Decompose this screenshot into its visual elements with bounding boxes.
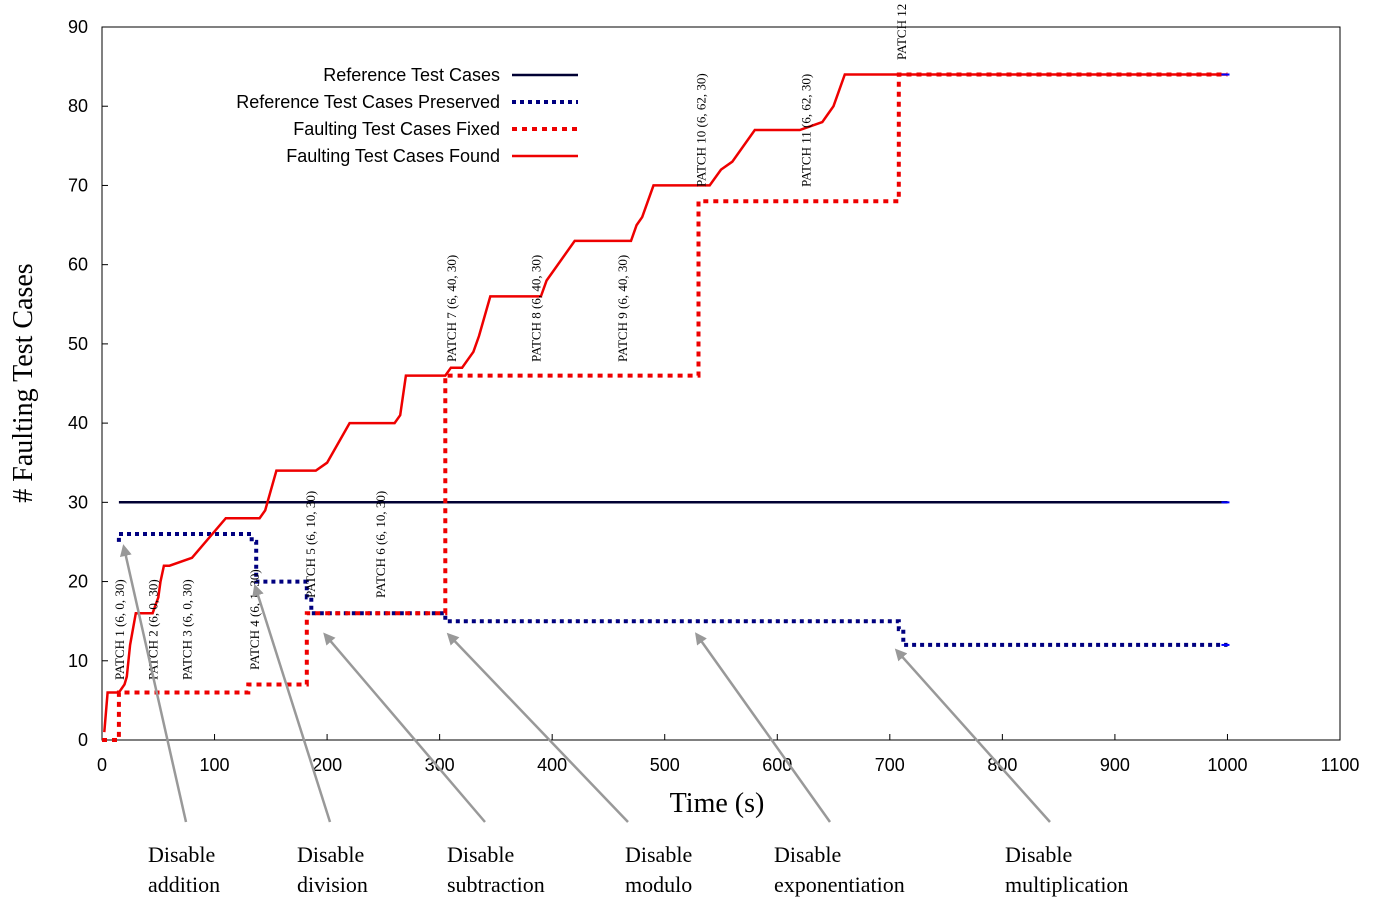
patch-label: PATCH 9 (6, 40, 30) <box>615 255 630 362</box>
y-tick-label: 20 <box>68 572 88 592</box>
annotation-arrow <box>323 632 486 823</box>
y-axis-title: # Faulting Test Cases <box>8 263 39 502</box>
legend-label: Reference Test Cases Preserved <box>236 92 500 112</box>
patch-label: PATCH 8 (6, 40, 30) <box>528 255 543 362</box>
annotation-label-line1: Disable <box>774 842 841 867</box>
annotation-arrow <box>695 632 832 823</box>
y-tick-label: 50 <box>68 334 88 354</box>
legend: Reference Test Cases Reference Test Cases… <box>236 65 578 166</box>
annotation-arrow <box>252 583 332 823</box>
x-tick-label: 600 <box>762 755 792 775</box>
annotation-arrow <box>894 648 1051 823</box>
y-tick-label: 80 <box>68 96 88 116</box>
patch-label: PATCH 3 (6, 0, 30) <box>179 579 194 680</box>
legend-label: Faulting Test Cases Found <box>286 146 500 166</box>
annotation-label-line2: modulo <box>625 872 692 897</box>
patch-labels: PATCH 1 (6, 0, 30) PATCH 2 (6, 0, 30) PATC… <box>112 0 909 680</box>
annotation-label-line2: multiplication <box>1005 872 1128 897</box>
y-tick-label: 10 <box>68 651 88 671</box>
annotation-label-line1: Disable <box>1005 842 1072 867</box>
annotation-label-line2: subtraction <box>447 872 545 897</box>
patch-label: PATCH 10 (6, 62, 30) <box>694 73 709 187</box>
x-tick-label: 0 <box>97 755 107 775</box>
y-tick-label: 90 <box>68 17 88 37</box>
annotation-arrow <box>446 632 629 823</box>
x-tick-label: 200 <box>312 755 342 775</box>
annotation-label-line2: exponentiation <box>774 872 905 897</box>
y-tick-label: 70 <box>68 175 88 195</box>
patch-label: PATCH 12 (6, 84, 30) <box>894 0 909 60</box>
x-tick-label: 1000 <box>1207 755 1247 775</box>
annotation-label-line2: addition <box>148 872 220 897</box>
patch-label: PATCH 5 (6, 10, 30) <box>303 491 318 598</box>
x-tick-label: 1100 <box>1321 755 1360 775</box>
annotations: Disable addition Disable division Disable sub… <box>119 544 1128 897</box>
axes: 0 100 200 300 400 500 600 700 800 900 1000 11000102… <box>68 17 1359 775</box>
annotation-label-line1: Disable <box>625 842 692 867</box>
x-tick-label: 500 <box>650 755 680 775</box>
annotation-arrow <box>119 544 188 823</box>
patch-label: PATCH 2 (6, 0, 30) <box>146 579 161 680</box>
annotation-label-line1: Disable <box>297 842 364 867</box>
y-tick-label: 60 <box>68 255 88 275</box>
x-tick-label: 100 <box>200 755 230 775</box>
y-tick-label: 30 <box>68 492 88 512</box>
annotation-label-line2: division <box>297 872 368 897</box>
plot-lines <box>102 72 1230 742</box>
annotation-label-line1: Disable <box>447 842 514 867</box>
plot-area-frame <box>101 26 1341 741</box>
y-tick-label: 0 <box>78 730 88 750</box>
series-line-2 <box>102 72 1228 742</box>
series-line-1 <box>116 532 1228 647</box>
x-tick-label: 400 <box>537 755 567 775</box>
patch-label: PATCH 6 (6, 10, 30) <box>373 491 388 598</box>
x-tick-label: 700 <box>875 755 905 775</box>
y-tick-label: 40 <box>68 413 88 433</box>
patch-label: PATCH 11 (6, 62, 30) <box>798 74 813 187</box>
annotation-label-line1: Disable <box>148 842 215 867</box>
x-tick-label: 900 <box>1100 755 1130 775</box>
series-line-3 <box>103 73 1228 733</box>
legend-label: Reference Test Cases <box>323 65 500 85</box>
x-axis-title: Time (s) <box>670 788 765 819</box>
patch-label: PATCH 7 (6, 40, 30) <box>444 255 459 362</box>
patch-label: PATCH 1 (6, 0, 30) <box>112 579 127 680</box>
legend-label: Faulting Test Cases Fixed <box>293 119 500 139</box>
patch-label: PATCH 4 (6, 1, 30) <box>247 569 262 670</box>
